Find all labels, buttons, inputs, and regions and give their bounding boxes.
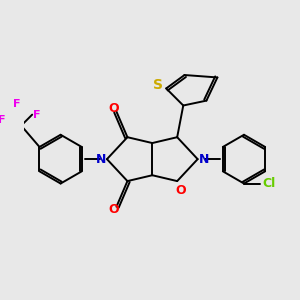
Text: F: F xyxy=(13,99,20,109)
Text: N: N xyxy=(199,153,209,166)
Text: O: O xyxy=(108,102,119,115)
Text: F: F xyxy=(0,115,5,124)
Text: N: N xyxy=(96,153,106,166)
Text: O: O xyxy=(176,184,186,197)
Text: Cl: Cl xyxy=(262,177,275,190)
Text: F: F xyxy=(33,110,40,120)
Text: S: S xyxy=(153,78,163,92)
Text: O: O xyxy=(108,203,119,216)
